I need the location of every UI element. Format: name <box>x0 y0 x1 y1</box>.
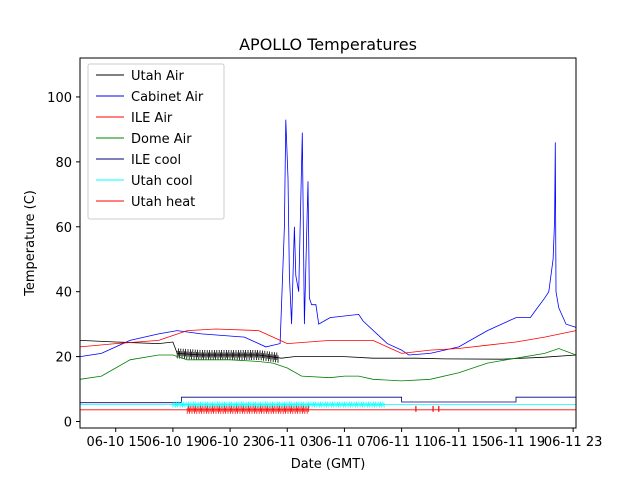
x-tick-label: 06-11 19 <box>487 435 545 450</box>
x-tick-label: 06-11 23 <box>544 435 602 450</box>
y-tick-label: 20 <box>55 351 72 366</box>
x-axis-label: Date (GMT) <box>291 457 366 472</box>
series-line-ile-air <box>79 328 577 354</box>
legend-label-utah-heat: Utah heat <box>131 195 195 210</box>
y-tick-label: 0 <box>64 416 72 431</box>
legend-label-dome-air: Dome Air <box>131 132 192 147</box>
legend-label-ile-cool: ILE cool <box>131 153 181 168</box>
x-tick-label: 06-10 15 <box>87 435 145 450</box>
series-utah-cool <box>80 401 576 408</box>
series-ile-air <box>79 328 577 354</box>
series-layer <box>79 119 577 414</box>
y-tick-label: 60 <box>55 221 72 236</box>
plot-frame <box>79 57 577 429</box>
x-tick-label: 06-10 19 <box>144 435 202 450</box>
series-line-dome-air <box>79 348 577 382</box>
y-axis-label: Temperature (C) <box>23 190 38 297</box>
x-tick-label: 06-11 15 <box>430 435 488 450</box>
legend-label-utah-air: Utah Air <box>131 69 184 84</box>
series-noise-utah-cool <box>172 401 385 408</box>
y-tick-label: 100 <box>47 91 72 106</box>
x-tick-label: 06-11 03 <box>258 435 316 450</box>
x-tick-label: 06-10 23 <box>201 435 259 450</box>
chart-title: APOLLO Temperatures <box>239 35 417 54</box>
legend: Utah Air Cabinet Air ILE Air Dome Air ILE co… <box>87 63 225 220</box>
y-tick-label: 80 <box>55 156 72 171</box>
y-axis-ticks: 0 20 40 60 80 100 <box>47 91 80 431</box>
series-line-cabinet-air <box>79 119 577 357</box>
series-noise-utah-heat <box>186 405 309 414</box>
y-tick-label: 40 <box>55 286 72 301</box>
x-tick-label: 06-11 11 <box>372 435 430 450</box>
series-dome-air <box>79 348 577 382</box>
series-line-utah-air <box>79 340 577 360</box>
x-tick-label: 06-11 07 <box>315 435 373 450</box>
series-cabinet-air <box>79 119 577 357</box>
series-noise-utah-air <box>176 348 279 363</box>
legend-label-utah-cool: Utah cool <box>131 174 193 189</box>
series-utah-air <box>79 340 577 363</box>
legend-label-cabinet-air: Cabinet Air <box>131 90 204 105</box>
series-utah-heat <box>80 405 576 414</box>
legend-label-ile-air: ILE Air <box>131 111 173 126</box>
